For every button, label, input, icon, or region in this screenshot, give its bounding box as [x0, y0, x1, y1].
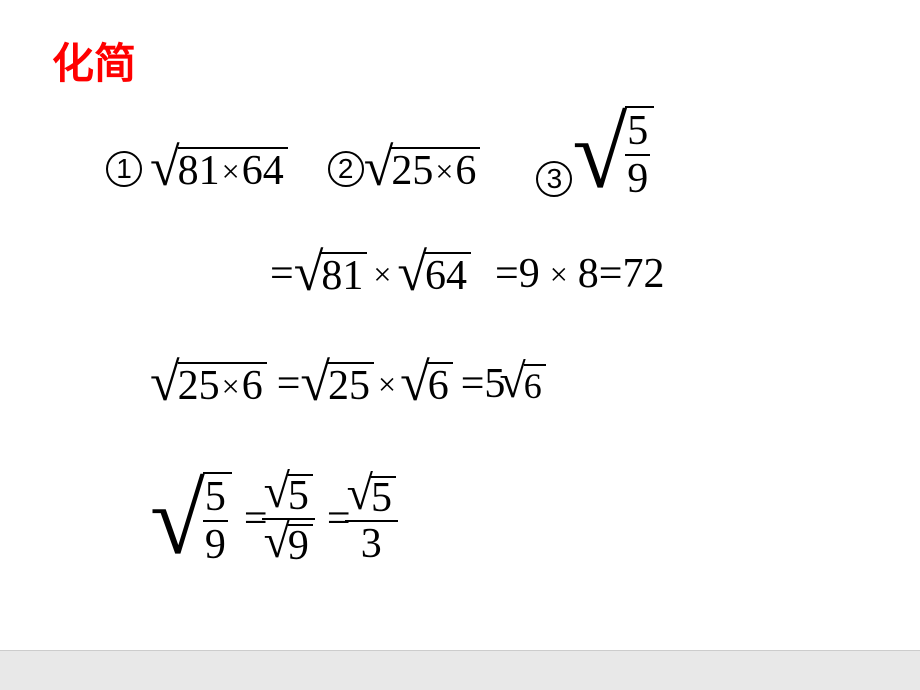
sqrt-sign: √ — [300, 360, 330, 404]
sqrt-p3: √ 5 9 — [572, 104, 654, 202]
solution1-row: = √ 81 × √ 64 = 9 × 8 = 72 — [270, 250, 664, 298]
s3-lhs-top: 5 — [203, 474, 228, 520]
sqrt-sign: √ — [150, 360, 180, 404]
sqrt-6b: √ 6 — [499, 362, 545, 406]
sqrt-5: √ 5 — [264, 472, 313, 516]
sqrt-25x6: √ 25 × 6 — [150, 360, 267, 408]
s1-b: 64 — [425, 252, 467, 300]
sqrt-sign: √ — [572, 114, 627, 194]
sqrt-sign: √ — [499, 362, 525, 402]
circle-1: 1 — [106, 151, 142, 187]
s2-lhs-b: 6 — [242, 362, 263, 410]
sqrt-sign: √ — [400, 360, 430, 404]
sqrt-frac-59: √ 5 9 — [150, 470, 232, 568]
sqrt-9: √ 9 — [264, 522, 313, 566]
eq-sign: = — [277, 360, 301, 408]
s2-lhs-a: 25 — [178, 362, 220, 410]
solution2-row: √ 25 × 6 = √ 25 × √ 6 = 5 √ 6 — [150, 360, 546, 408]
s3-res-frac: √ 5 3 — [345, 472, 398, 566]
p1-a: 81 — [178, 147, 220, 195]
times-icon: × — [540, 256, 578, 293]
s3-res-top-wrap: √ 5 — [345, 472, 398, 520]
solution3-row: √ 5 9 = √ 5 √ 9 — [150, 470, 398, 568]
p3-bot: 9 — [625, 156, 650, 202]
p3-frac: 5 9 — [625, 108, 650, 202]
s1-a: 81 — [321, 252, 363, 300]
title-simplify: 化简 — [52, 30, 136, 91]
eq-sign: = — [461, 360, 485, 408]
eq-sign: = — [495, 250, 519, 298]
sqrt-sign: √ — [264, 522, 290, 562]
circle-2: 2 — [328, 151, 364, 187]
s3-mid-bot-wrap: √ 9 — [262, 520, 315, 568]
s2-rad: 6 — [524, 365, 542, 407]
sqrt-sign: √ — [150, 480, 205, 560]
eq-sign: = — [599, 250, 623, 298]
s2-mid-a: 25 — [328, 362, 370, 410]
sqrt-25: √ 25 — [300, 360, 374, 408]
sqrt-64: √ 64 — [397, 250, 471, 298]
times-icon: × — [367, 256, 397, 293]
s3-mid-top-wrap: √ 5 — [262, 470, 315, 518]
times-icon: × — [433, 153, 455, 190]
footer-bar — [0, 650, 920, 690]
times-icon: × — [374, 366, 400, 403]
s2-mid-b: 6 — [428, 362, 449, 410]
p1-b: 64 — [242, 147, 284, 195]
sqrt-sign: √ — [150, 145, 180, 189]
s1-72: 72 — [622, 250, 664, 298]
s1-9: 9 — [519, 250, 540, 298]
eq-sign: = — [270, 250, 294, 298]
s3-mid-bot: 9 — [288, 525, 309, 567]
s3-res-top: 5 — [371, 477, 392, 519]
s3-lhs-frac: 5 9 — [203, 474, 228, 568]
problems-row: 1 √ 81 × 64 2 √ 25 × 6 3 √ 5 9 — [106, 120, 654, 218]
sqrt-sign: √ — [397, 250, 427, 294]
times-icon: × — [220, 368, 242, 405]
s3-lhs-bot: 9 — [203, 522, 228, 568]
sqrt-81: √ 81 — [294, 250, 368, 298]
p2-a: 25 — [391, 147, 433, 195]
sqrt-p2: √ 25 × 6 — [364, 145, 481, 193]
sqrt-sign: √ — [364, 145, 394, 189]
p2-b: 6 — [455, 147, 476, 195]
p3-top: 5 — [625, 108, 650, 154]
sqrt-6: √ 6 — [400, 360, 453, 408]
sqrt-sign: √ — [264, 472, 290, 512]
circle-3: 3 — [536, 161, 572, 197]
sqrt-sign: √ — [347, 474, 373, 514]
times-icon: × — [220, 153, 242, 190]
s3-mid-top: 5 — [288, 475, 309, 517]
s3-res-bot: 3 — [359, 522, 384, 566]
s1-8: 8 — [578, 250, 599, 298]
sqrt-sign: √ — [294, 250, 324, 294]
sqrt-p1: √ 81 × 64 — [150, 145, 288, 193]
s3-mid-frac: √ 5 √ 9 — [262, 470, 315, 568]
sqrt-5b: √ 5 — [347, 474, 396, 518]
